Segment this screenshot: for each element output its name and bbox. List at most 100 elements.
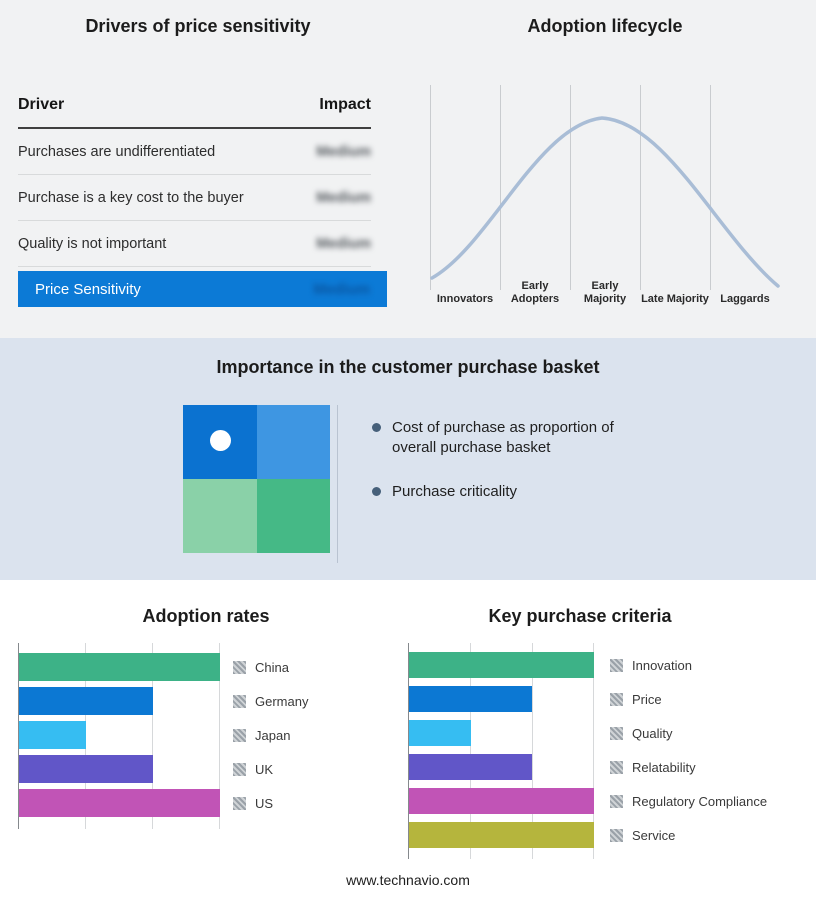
bullet-text: Purchase criticality: [392, 482, 518, 500]
quadrant-axis-line: [337, 405, 338, 563]
legend-swatch-icon: [233, 796, 246, 810]
stage-label-late-majority: Late Majority: [641, 292, 709, 305]
gridline: [152, 643, 153, 829]
gridline: [593, 643, 594, 859]
bullet-icon: [372, 423, 381, 432]
quadrant-bottom-right: [256, 479, 330, 553]
legend-swatch-icon: [233, 762, 246, 776]
legend-swatch-icon: [233, 728, 246, 742]
legend-item: Price: [610, 686, 767, 712]
stage-label-innovators: Innovators: [436, 292, 494, 305]
key-purchase-criteria-bars: [409, 643, 594, 859]
legend-label: Quality: [632, 725, 673, 741]
key-purchase-criteria-legend: Innovation Price Quality Relatability Re…: [610, 643, 767, 848]
price-sensitivity-bar: Price Sensitivity Medium: [18, 271, 387, 307]
driver-name: Purchase is a key cost to the buyer: [18, 190, 244, 206]
legend-label: Service: [632, 827, 676, 843]
legend-item: UK: [233, 755, 308, 783]
bar-us: [19, 789, 220, 817]
legend-item: China: [233, 653, 308, 681]
impact-column-header: Impact: [319, 96, 371, 113]
legend-item: Japan: [233, 721, 308, 749]
legend-swatch-icon: [610, 726, 623, 740]
driver-row: Quality is not important Medium: [18, 221, 371, 267]
quadrant-top-left: [183, 405, 257, 479]
bar-price: [409, 686, 533, 712]
lifecycle-grid-column: [500, 85, 570, 290]
quadrant-matrix: [183, 405, 330, 553]
bar-uk: [19, 755, 153, 783]
bullet-item: Cost of purchase as proportion of overal…: [372, 418, 637, 458]
bar-service: [409, 822, 594, 848]
stage-label-laggards: Laggards: [720, 292, 770, 305]
lifecycle-chart: [430, 85, 780, 290]
basket-bullet-list: Cost of purchase as proportion of overal…: [372, 418, 637, 525]
price-sensitivity-value-redacted: Medium: [313, 280, 370, 298]
gridline: [532, 643, 533, 859]
key-purchase-criteria-plot: [408, 643, 594, 859]
bar-regulatory-compliance: [409, 788, 594, 814]
legend-item: Quality: [610, 720, 767, 746]
driver-name: Purchases are undifferentiated: [18, 144, 216, 160]
bar-japan: [19, 721, 86, 749]
purchase-basket-section: Importance in the customer purchase bask…: [0, 338, 816, 580]
lifecycle-title: Adoption lifecycle: [527, 16, 683, 36]
legend-label: Price: [632, 691, 662, 707]
top-section: Drivers of price sensitivity Driver Impa…: [0, 0, 816, 338]
driver-column-header: Driver: [18, 96, 65, 113]
driver-row: Purchases are undifferentiated Medium: [18, 129, 371, 175]
drivers-panel-title: Drivers of price sensitivity: [85, 16, 311, 36]
footer-url: www.technavio.com: [346, 872, 470, 888]
bar-germany: [19, 687, 153, 715]
key-purchase-criteria-title: Key purchase criteria: [488, 606, 672, 626]
bar-quality: [409, 720, 471, 746]
impact-value-redacted: Medium: [316, 236, 371, 252]
position-marker-dot: [210, 430, 231, 451]
price-sensitivity-label: Price Sensitivity: [35, 280, 141, 298]
bullet-item: Purchase criticality: [372, 482, 637, 502]
quadrant-top-right: [256, 405, 330, 479]
legend-label: US: [255, 795, 274, 811]
lifecycle-grid-column: [710, 85, 780, 290]
legend-label: Regulatory Compliance: [632, 793, 768, 809]
legend-label: Innovation: [632, 657, 692, 673]
legend-swatch-icon: [233, 660, 246, 674]
adoption-rates-bars: [19, 643, 220, 829]
legend-item: US: [233, 789, 308, 817]
quadrant-bottom-left: [183, 479, 257, 553]
legend-swatch-icon: [233, 694, 246, 708]
stage-label-early-majority: Early Majority: [583, 279, 627, 305]
drivers-table-header: Driver Impact: [18, 96, 371, 129]
legend-item: Service: [610, 822, 767, 848]
basket-title: Importance in the customer purchase bask…: [216, 357, 600, 377]
legend-label: China: [255, 659, 289, 675]
legend-label: Relatability: [632, 759, 696, 775]
bar-innovation: [409, 652, 594, 678]
bar-relatability: [409, 754, 533, 780]
legend-label: UK: [255, 761, 274, 777]
lifecycle-grid-column: [430, 85, 500, 290]
adoption-rates-title: Adoption rates: [142, 606, 270, 626]
bell-curve: [430, 116, 780, 288]
legend-label: Germany: [255, 693, 309, 709]
adoption-rates-legend: China Germany Japan UK US: [233, 643, 308, 817]
legend-item: Germany: [233, 687, 308, 715]
lifecycle-grid-column: [570, 85, 640, 290]
gridline: [219, 643, 220, 829]
impact-value-redacted: Medium: [316, 144, 371, 160]
legend-swatch-icon: [610, 828, 623, 842]
lifecycle-grid-column: [640, 85, 710, 290]
legend-label: Japan: [255, 727, 291, 743]
legend-item: Relatability: [610, 754, 767, 780]
legend-item: Innovation: [610, 652, 767, 678]
bullet-text: Cost of purchase as proportion of overal…: [392, 419, 614, 456]
driver-row: Purchase is a key cost to the buyer Medi…: [18, 175, 371, 221]
legend-item: Regulatory Compliance: [610, 788, 767, 814]
bar-china: [19, 653, 220, 681]
drivers-table: Driver Impact Purchases are undifferenti…: [18, 96, 371, 267]
legend-swatch-icon: [610, 794, 623, 808]
legend-swatch-icon: [610, 658, 623, 672]
driver-name: Quality is not important: [18, 236, 167, 252]
legend-swatch-icon: [610, 760, 623, 774]
